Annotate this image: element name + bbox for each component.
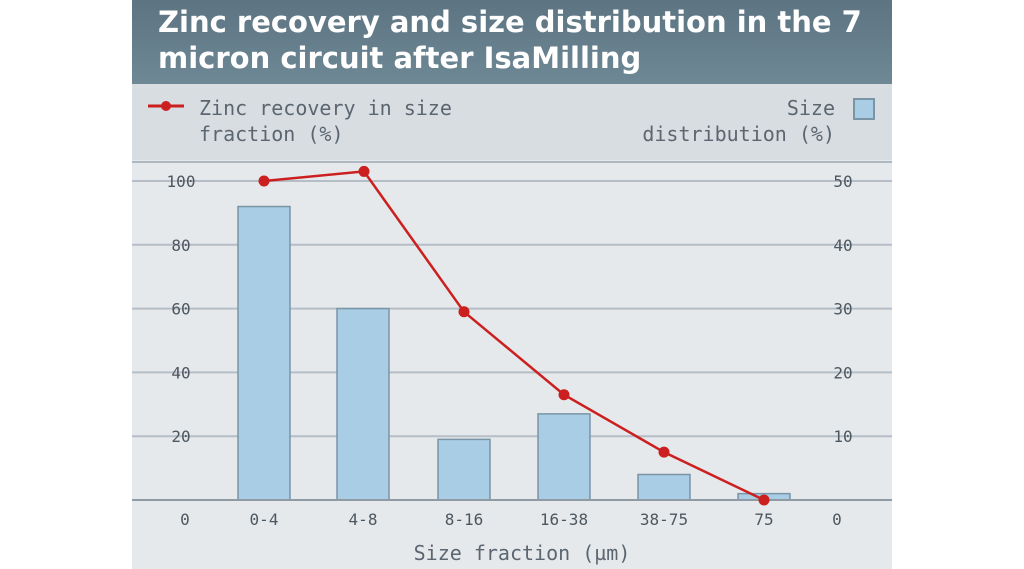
legend-line-marker [148,101,184,111]
x-tick-38-75: 38-75 [640,510,688,529]
right-axis-zero-label: 0 [832,510,842,529]
zinc-recovery-point-0-4 [258,175,270,187]
left-axis-tick: 60 [171,300,190,319]
zinc-recovery-point-75 [758,494,770,506]
zinc-recovery-point-38-75 [658,446,670,458]
left-axis-tick: 40 [171,363,190,382]
right-axis-tick: 10 [833,427,852,446]
chart-title: Zinc recovery and size distribution in t… [158,5,862,75]
left-axis-tick: 100 [167,172,196,191]
right-axis-tick: 20 [833,363,852,382]
right-axis-tick: 40 [833,236,852,255]
zinc-recovery-line [263,170,765,502]
right-axis-tick: 30 [833,300,852,319]
legend-bar-marker [853,98,875,120]
chart-panel: Zinc recovery and size distribution in t… [132,0,892,569]
legend: Zinc recovery in size fraction (%) Size … [132,84,892,160]
bar-38-75 [637,473,691,501]
x-tick-4-8: 4-8 [349,510,378,529]
left-axis-tick: 20 [171,427,190,446]
bar-8-16 [437,438,491,501]
x-tick-75: 75 [754,510,773,529]
bar-0-4 [237,205,291,501]
x-tick-0-4: 0-4 [250,510,279,529]
chart-plot: 20 40 60 80 100 10 20 30 40 50 0 0 0-4 4-8 8-16 16-38 38… [132,161,892,565]
left-axis-zero-label: 0 [180,510,190,529]
bar-4-8 [336,307,390,501]
title-bar: Zinc recovery and size distribution in t… [132,0,892,84]
left-axis-tick: 80 [171,236,190,255]
zinc-recovery-point-4-8 [358,165,370,177]
x-axis-title: Size fraction (µm) [414,541,631,565]
legend-zinc-recovery-label: Zinc recovery in size fraction (%) [199,96,452,146]
x-tick-8-16: 8-16 [445,510,484,529]
x-tick-16-38: 16-38 [540,510,588,529]
zinc-recovery-point-8-16 [458,306,470,318]
legend-size-distribution-label: Size distribution (%) [642,96,835,146]
right-axis-tick: 50 [833,172,852,191]
zinc-recovery-point-16-38 [558,389,570,401]
bar-16-38 [537,413,591,501]
